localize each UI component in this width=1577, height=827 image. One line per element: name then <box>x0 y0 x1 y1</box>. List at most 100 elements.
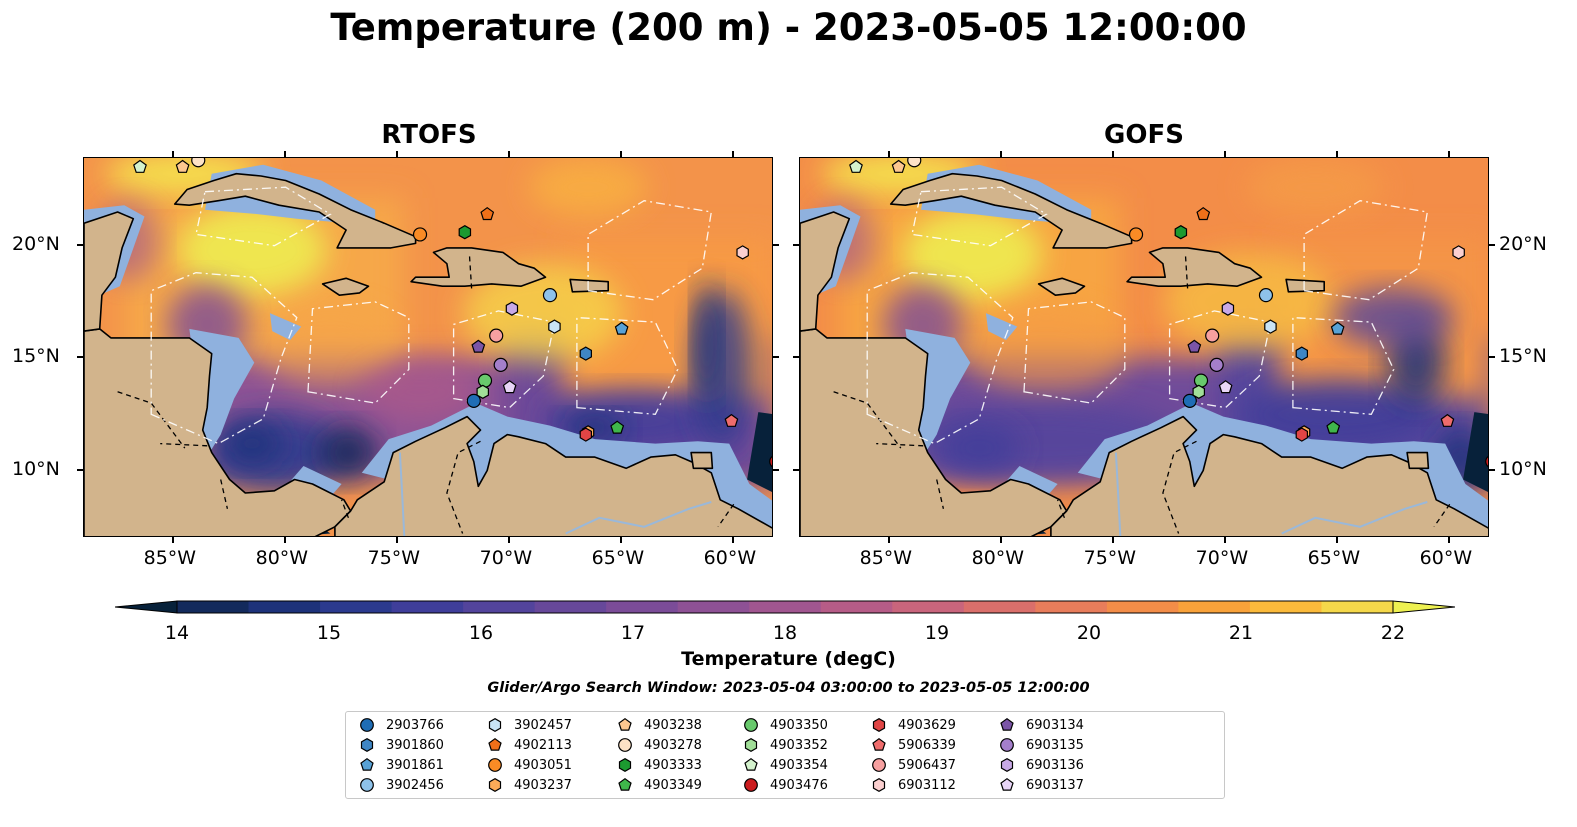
colorbar-tick-label: 18 <box>772 622 798 644</box>
colorbar-tick-label: 15 <box>316 622 342 644</box>
land-hispaniola <box>410 247 547 287</box>
map-gofs <box>799 157 1489 537</box>
x-tick-mark-top <box>507 151 510 157</box>
x-tick-mark-top <box>999 151 1002 157</box>
float-marker-3901861 <box>614 321 629 335</box>
float-marker-6903134 <box>1187 339 1202 353</box>
pentagon-marker-icon <box>872 737 886 751</box>
eez-boundary <box>576 316 679 415</box>
legend-label: 4903333 <box>644 757 702 773</box>
country-border <box>876 442 924 447</box>
legend-item-6903135: 6903135 <box>998 737 1084 753</box>
colorbar-segment <box>1035 601 1108 613</box>
eez-boundary <box>866 272 1014 445</box>
float-marker-4903238 <box>891 159 906 173</box>
colorbar-tick-label: 20 <box>1076 622 1102 644</box>
legend-label: 2903766 <box>386 717 444 733</box>
float-marker-3901860 <box>579 346 592 361</box>
legend-item-6903134: 6903134 <box>998 717 1084 733</box>
land-jamaica <box>321 277 370 296</box>
y-tick-mark <box>773 356 779 359</box>
land-cuba <box>889 172 1133 249</box>
x-tick-mark-top <box>283 151 286 157</box>
float-marker-4903051 <box>1128 227 1144 242</box>
colorbar <box>115 600 1455 614</box>
colorbar-segment <box>1178 601 1251 613</box>
x-tick-mark <box>731 537 734 543</box>
float-marker-4903278 <box>907 158 922 168</box>
x-tick-mark <box>507 537 510 543</box>
x-tick-mark-top <box>395 151 398 157</box>
float-marker-4903349 <box>610 420 625 434</box>
eez-boundary <box>307 301 410 404</box>
x-tick-mark <box>999 537 1002 543</box>
river <box>398 452 406 536</box>
float-marker-6903137 <box>1218 380 1233 394</box>
land-trinidad <box>1406 451 1430 470</box>
eez-boundary <box>587 200 713 301</box>
legend-item-4903238: 4903238 <box>616 717 702 733</box>
y-tick-mark <box>77 356 83 359</box>
float-marker-4903629 <box>1295 427 1308 442</box>
circle-marker-icon <box>744 778 758 792</box>
colorbar-tick-label: 14 <box>164 622 190 644</box>
x-tick-mark-top <box>1223 151 1226 157</box>
circle-marker-icon <box>360 778 374 792</box>
country-border <box>1184 252 1189 289</box>
temperature-anomaly <box>528 158 649 218</box>
float-marker-4903350 <box>1193 373 1209 388</box>
country-border <box>160 442 208 447</box>
hexagon-marker-icon <box>618 758 632 772</box>
country-border <box>340 499 350 519</box>
x-tick-mark-top <box>171 151 174 157</box>
pacific-atlantic-cold-water <box>1463 412 1488 492</box>
legend-item-4903051: 4903051 <box>486 757 572 773</box>
temperature-anomaly <box>360 361 481 422</box>
x-tick-label: 65°W <box>1307 547 1361 569</box>
float-marker-6903135 <box>493 357 508 372</box>
legend-item-4903278: 4903278 <box>616 737 702 753</box>
pentagon-marker-icon <box>488 737 502 751</box>
x-tick-mark-top <box>619 151 622 157</box>
colorbar-segment <box>320 601 393 613</box>
x-tick-label: 80°W <box>971 547 1025 569</box>
land-southAmerica <box>1050 415 1488 536</box>
float-marker-5906339 <box>1440 413 1455 427</box>
y-tick-mark <box>793 356 799 359</box>
x-tick-mark <box>395 537 398 543</box>
colorbar-segment <box>1106 601 1179 613</box>
colorbar-segment <box>963 601 1036 613</box>
panel-title-gofs: GOFS <box>1104 120 1184 150</box>
x-tick-mark <box>1223 537 1226 543</box>
legend-item-5906339: 5906339 <box>870 737 956 753</box>
legend-label: 4903349 <box>644 777 702 793</box>
hexagon-marker-icon <box>488 718 502 732</box>
colorbar-segment <box>248 601 321 613</box>
colorbar-tick-label: 19 <box>924 622 950 644</box>
legend-label: 6903137 <box>1026 777 1084 793</box>
legend-item-4903349: 4903349 <box>616 777 702 793</box>
float-marker-6903137 <box>502 380 517 394</box>
x-tick-mark-top <box>1111 151 1114 157</box>
temperature-anomaly <box>939 423 1020 474</box>
float-marker-2903766 <box>1182 393 1197 408</box>
colorbar-segment <box>1249 601 1322 613</box>
float-marker-6903136 <box>505 301 519 316</box>
land-yucatan <box>800 211 851 332</box>
float-marker-4903333 <box>1174 225 1188 240</box>
temperature-anomaly <box>1333 287 1454 348</box>
legend-item-4903350: 4903350 <box>742 717 828 733</box>
panel-title-rtofs: RTOFS <box>381 120 477 150</box>
legend-item-6903137: 6903137 <box>998 777 1084 793</box>
land-hispaniola <box>1126 247 1263 287</box>
country-border <box>1162 440 1197 534</box>
float-marker-4902113 <box>1196 206 1211 221</box>
y-tick-mark <box>793 243 799 246</box>
legend-label: 5906437 <box>898 757 956 773</box>
legend-item-4903333: 4903333 <box>616 757 702 773</box>
x-tick-label: 60°W <box>703 547 757 569</box>
shelf-mask <box>269 313 302 341</box>
temperature-anomaly <box>1245 158 1386 218</box>
x-tick-mark <box>1111 537 1114 543</box>
country-border <box>833 391 902 449</box>
